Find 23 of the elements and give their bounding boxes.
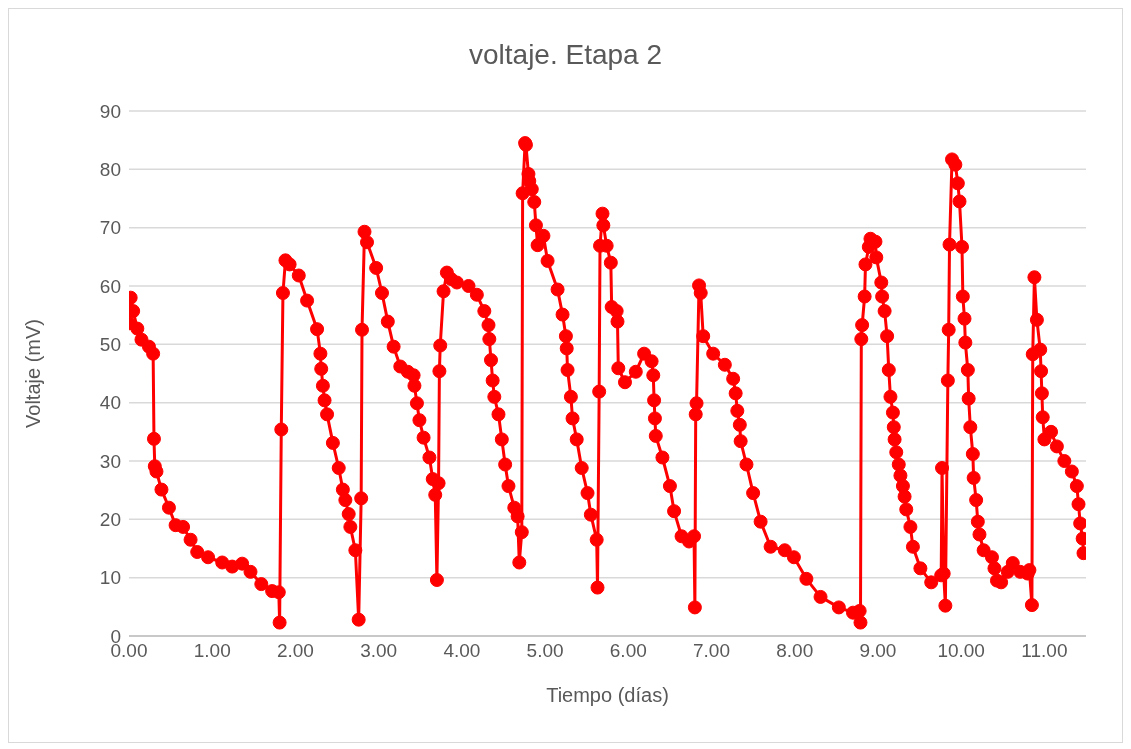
y-tick-label: 60 [99, 275, 121, 297]
y-tick-label: 70 [99, 217, 121, 239]
x-tick-label: 1.00 [193, 640, 231, 662]
y-tick-label: 40 [99, 392, 121, 414]
x-tick-label: 9.00 [859, 640, 897, 662]
y-tick-label: 10 [99, 567, 121, 589]
y-tick-label: 90 [99, 100, 121, 122]
x-axis-title: Tiempo (días) [546, 684, 669, 706]
x-tick-label: 3.00 [360, 640, 398, 662]
x-tick-label: 4.00 [443, 640, 481, 662]
chart-title: voltaje. Etapa 2 [468, 39, 663, 71]
y-tick-label: 30 [99, 450, 121, 472]
x-tick-label: 8.00 [776, 640, 814, 662]
y-axis-title: Voltaje (mV) [22, 319, 45, 428]
x-tick-label: 7.00 [693, 640, 731, 662]
x-tick-label: 5.00 [526, 640, 564, 662]
x-tick-label: 2.00 [276, 640, 314, 662]
x-tick-label: 10.00 [937, 640, 985, 662]
x-tick-label: 11.00 [1021, 640, 1068, 662]
y-tick-label: 20 [99, 509, 121, 531]
y-tick-label: 80 [99, 159, 121, 181]
y-tick-label: 50 [99, 334, 121, 356]
x-tick-label: 6.00 [609, 640, 647, 662]
